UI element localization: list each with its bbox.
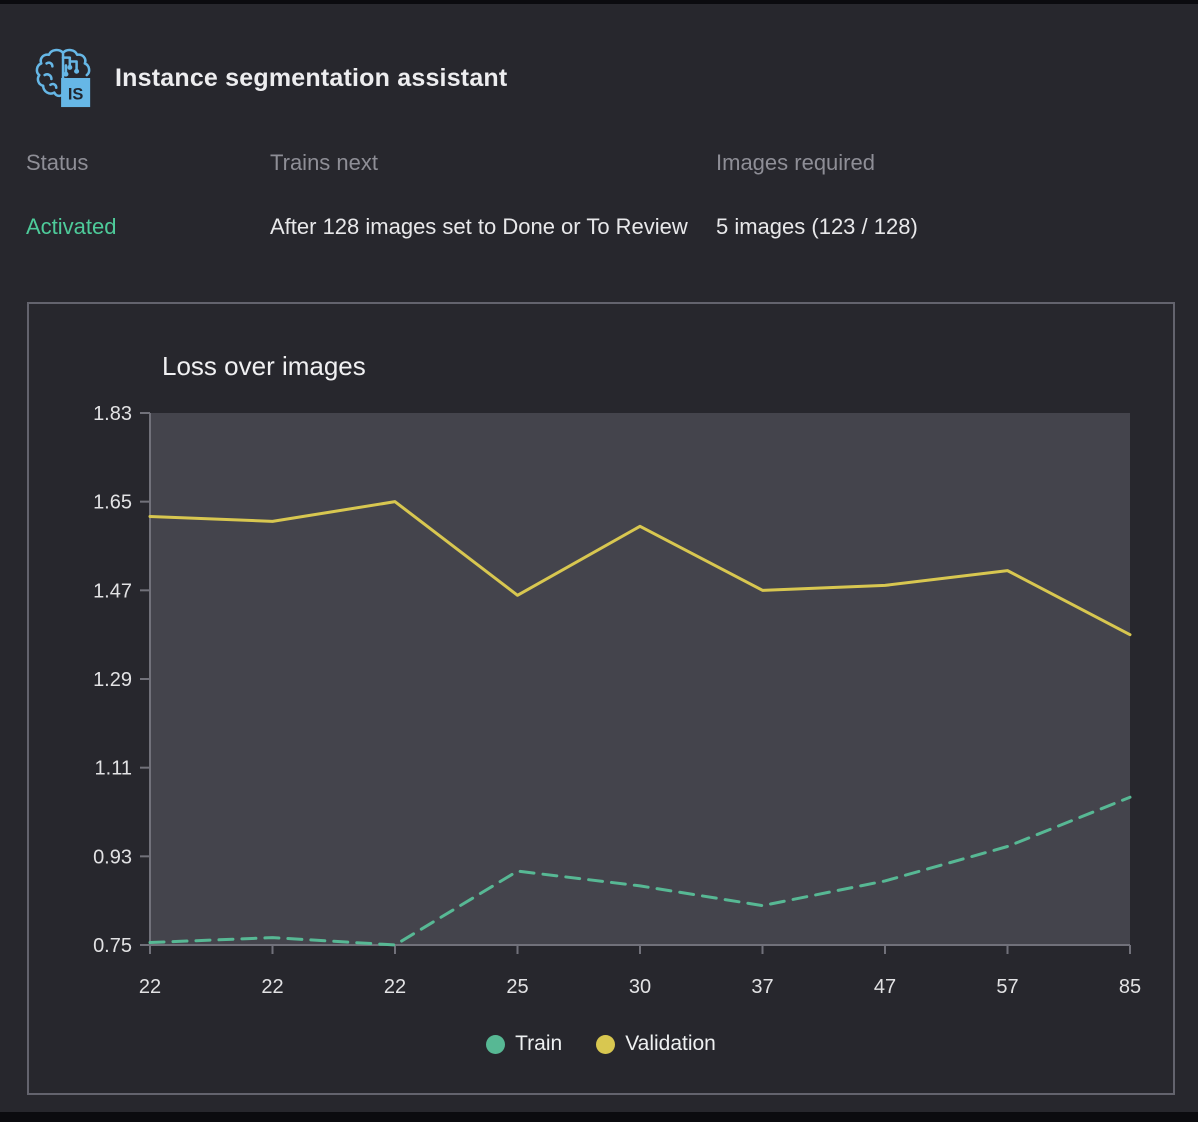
x-tick-label: 22: [384, 976, 406, 998]
train-legend-dot: [486, 1034, 506, 1054]
y-tick-label: 0.75: [93, 935, 132, 957]
chart-title: Loss over images: [162, 351, 366, 381]
x-tick-label: 22: [261, 976, 283, 998]
top-edge-strip: [0, 0, 1198, 4]
images-required-label: Images required: [716, 150, 875, 175]
y-tick-label: 1.11: [95, 758, 132, 780]
chart-legend: Train Validation: [29, 1032, 1173, 1056]
status-column: Status Activated: [26, 150, 246, 245]
x-tick-label: 57: [996, 976, 1018, 998]
y-tick-label: 1.29: [93, 669, 132, 691]
x-tick-label: 85: [1119, 976, 1141, 998]
brain-circuit-icon: IS: [35, 48, 91, 108]
legend-item-train: Train: [486, 1032, 562, 1056]
x-tick-label: 25: [506, 976, 528, 998]
icon-badge-label: IS: [68, 85, 84, 103]
x-tick-label: 47: [874, 976, 896, 998]
y-tick-label: 1.47: [93, 580, 132, 602]
validation-line-series: [148, 500, 1132, 637]
y-tick-label: 1.65: [93, 492, 132, 514]
loss-chart-panel: Loss over images 1.83 1.65 1.47 1.29 1.11 0.9…: [27, 302, 1175, 1095]
y-tick-label: 1.83: [93, 403, 132, 425]
validation-legend-dot: [596, 1034, 616, 1054]
icon-badge: [61, 78, 91, 108]
y-tick-label: 0.93: [93, 846, 132, 868]
status-value: Activated: [26, 214, 117, 239]
plot-area: [150, 413, 1130, 945]
x-tick-label: 37: [751, 976, 773, 998]
legend-item-validation: Validation: [596, 1032, 716, 1056]
images-required-column: Images required 5 images (123 / 128): [716, 150, 1136, 245]
train-legend-label: Train: [515, 1032, 563, 1055]
validation-legend-label: Validation: [625, 1032, 716, 1055]
loss-line-chart: 1.83 1.65 1.47 1.29 1.11 0.93 0.75 22 22 22 25 30 37…: [93, 403, 1141, 998]
status-label: Status: [26, 150, 89, 175]
x-tick-label: 30: [629, 976, 651, 998]
train-line-series: [148, 795, 1132, 947]
trains-next-label: Trains next: [270, 150, 379, 175]
trains-next-column: Trains next After 128 images set to Done…: [270, 150, 690, 245]
page-title: Instance segmentation assistant: [115, 63, 508, 92]
x-tick-label: 22: [139, 976, 161, 998]
header: IS Instance segmentation assistant: [33, 46, 507, 110]
images-required-value: 5 images (123 / 128): [716, 214, 918, 239]
bottom-edge-strip: [0, 1112, 1198, 1122]
trains-next-value: After 128 images set to Done or To Revie…: [270, 214, 688, 239]
